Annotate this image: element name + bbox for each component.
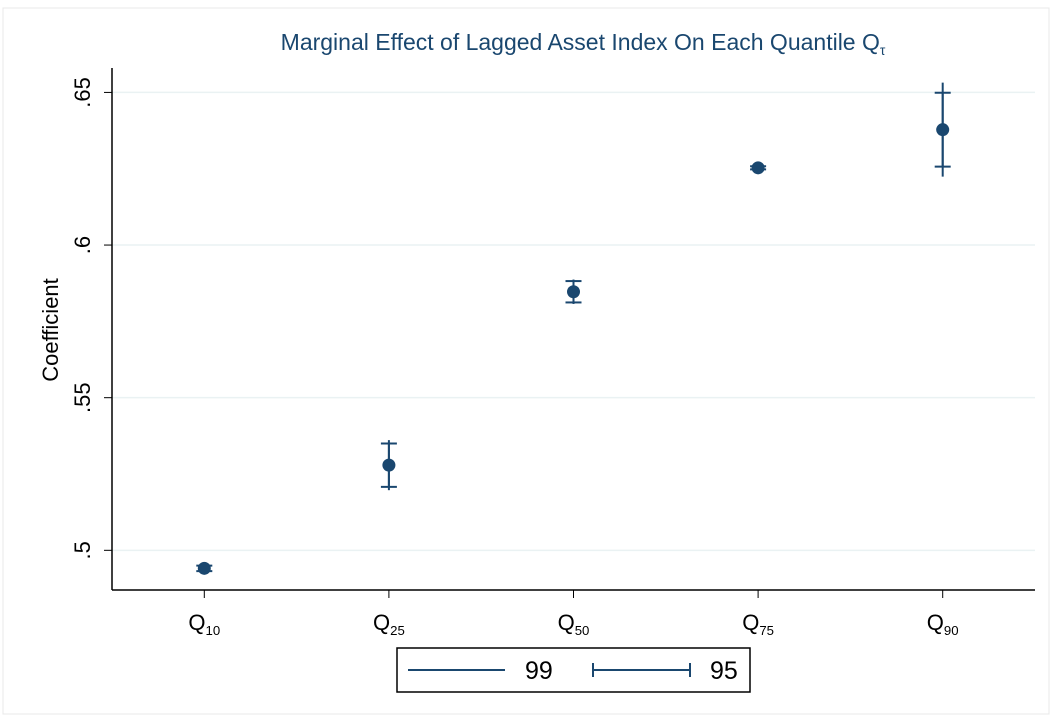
x-tick-label: Q50	[558, 610, 590, 638]
point	[567, 285, 580, 299]
x-tick-label: Q75	[742, 610, 774, 638]
x-tick-label: Q10	[188, 610, 220, 638]
point	[751, 161, 765, 175]
chart-frame	[2, 7, 1050, 715]
x-tick-label: Q90	[927, 610, 959, 638]
point	[197, 561, 211, 575]
y-tick-label: .65	[70, 77, 95, 108]
y-tick-label: .55	[70, 382, 95, 413]
y-axis-title: Coefficient	[38, 278, 63, 382]
point	[936, 123, 950, 137]
legend-label: 95	[710, 657, 738, 685]
point	[382, 458, 396, 472]
y-tick-label: .5	[70, 541, 95, 559]
legend-label: 99	[525, 657, 553, 685]
chart-title: Marginal Effect of Lagged Asset Index On…	[281, 29, 886, 58]
y-tick-label: .6	[70, 236, 95, 254]
x-tick-label: Q25	[373, 610, 405, 638]
